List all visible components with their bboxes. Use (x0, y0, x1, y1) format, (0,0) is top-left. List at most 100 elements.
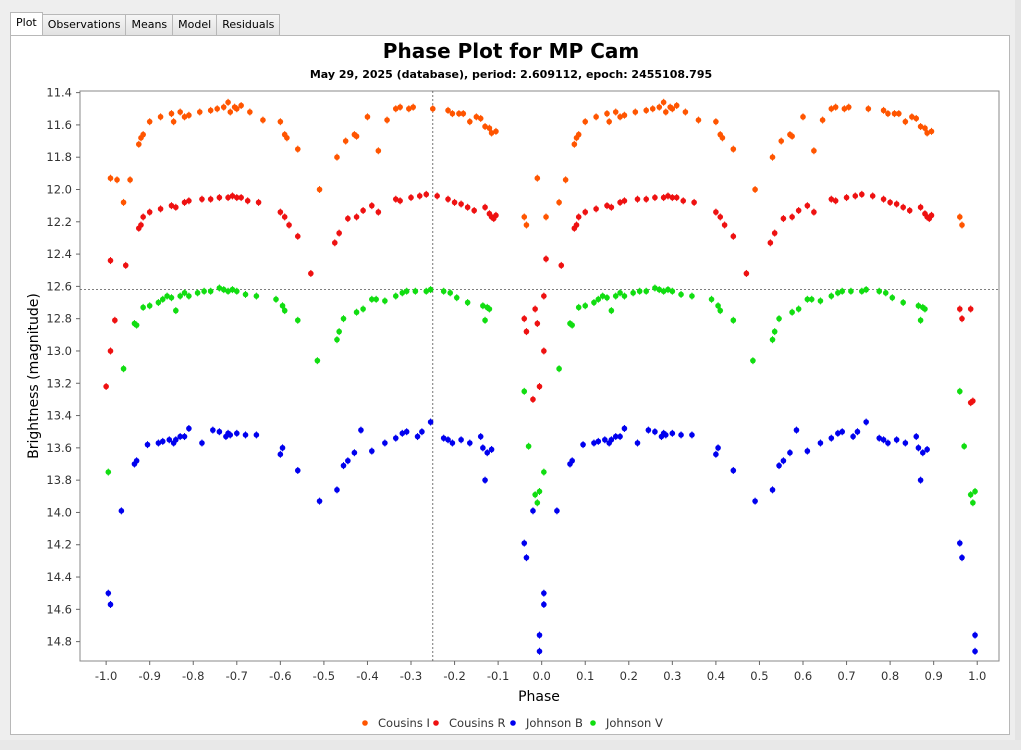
data-points (103, 98, 978, 655)
johnson-v-point (423, 288, 430, 295)
johnson-v-point (750, 357, 756, 364)
johnson-v-point (717, 307, 724, 314)
cousins-i-point (207, 107, 214, 114)
y-tick-label: 12.0 (46, 182, 72, 196)
cousins-r-point (604, 202, 610, 209)
johnson-b-point (253, 432, 260, 438)
johnson-v-point (669, 288, 676, 295)
cousins-r-point (434, 193, 440, 199)
cousins-r-point (157, 206, 164, 212)
y-tick-label: 13.6 (46, 441, 72, 455)
cousins-i-point (486, 125, 493, 131)
cousins-i-point (196, 109, 203, 115)
johnson-b-point (233, 430, 240, 437)
johnson-v-point (859, 288, 865, 295)
johnson-v-point (541, 469, 547, 475)
cousins-i-point (284, 135, 290, 141)
cousins-r-point (416, 193, 423, 199)
x-tick-label: -0.8 (182, 669, 204, 683)
cousins-r-point (308, 270, 314, 277)
cousins-r-point (789, 214, 795, 220)
johnson-v-point (835, 290, 841, 296)
cousins-r-point (294, 233, 301, 240)
johnson-v-point (643, 288, 650, 295)
johnson-v-point (689, 293, 695, 299)
cousins-r-point (493, 212, 499, 219)
tab-means[interactable]: Means (125, 14, 174, 35)
tab-observations[interactable]: Observations (41, 14, 127, 35)
johnson-b-point (793, 427, 800, 433)
cousins-i-point (632, 109, 639, 115)
johnson-b-point (392, 435, 399, 441)
cousins-i-point (556, 199, 562, 206)
x-tick-label: 0.0 (533, 669, 551, 683)
cousins-i-point (909, 114, 915, 120)
plot-area[interactable] (79, 90, 1000, 662)
cousins-r-point (238, 194, 244, 201)
johnson-b-point (480, 445, 486, 451)
johnson-v-point (591, 299, 597, 306)
johnson-v-point (569, 322, 575, 328)
cousins-r-point (900, 204, 906, 211)
johnson-b-point (458, 436, 464, 443)
cousins-r-point (458, 201, 464, 207)
cousins-r-point (353, 214, 360, 220)
y-tick-label: 14.0 (46, 505, 72, 519)
cousins-r-point (541, 293, 547, 299)
johnson-v-point (281, 307, 288, 314)
cousins-i-point (225, 99, 231, 106)
johnson-v-point (447, 290, 454, 296)
cousins-i-point (168, 110, 175, 117)
cousins-r-point (691, 199, 697, 206)
cousins-i-point (392, 105, 399, 112)
cousins-r-point (482, 204, 488, 211)
cousins-r-point (660, 194, 667, 201)
johnson-b-point (419, 428, 425, 435)
johnson-v-point (525, 443, 532, 450)
johnson-b-point (358, 427, 364, 433)
cousins-r-point (717, 214, 724, 220)
johnson-v-point (242, 291, 249, 298)
legend-marker-johnson-v (590, 720, 596, 726)
johnson-v-point (708, 296, 715, 303)
johnson-v-point (482, 317, 488, 324)
chart-subtitle: May 29, 2025 (database), period: 2.60911… (310, 68, 712, 81)
johnson-b-point (277, 451, 284, 458)
johnson-b-point (227, 432, 234, 438)
johnson-b-point (776, 462, 782, 469)
johnson-b-point (917, 477, 924, 483)
johnson-v-point (795, 306, 802, 312)
cousins-i-point (719, 135, 726, 141)
johnson-b-point (482, 477, 488, 483)
tab-residuals[interactable]: Residuals (216, 14, 281, 35)
cousins-r-point (713, 209, 719, 215)
cousins-r-point (558, 262, 565, 269)
johnson-b-point (621, 425, 628, 432)
legend-label-cousins-r: Cousins R (449, 716, 505, 730)
johnson-v-point (534, 499, 541, 506)
x-tick-label: -1.0 (95, 669, 117, 683)
x-tick-label: -0.4 (356, 669, 378, 683)
y-tick-label: 13.8 (46, 473, 72, 487)
cousins-i-point (575, 131, 582, 138)
johnson-b-point (186, 425, 192, 432)
johnson-b-point (817, 440, 824, 446)
johnson-v-point (201, 288, 207, 295)
cousins-i-point (695, 117, 702, 123)
cousins-i-point (521, 214, 528, 220)
johnson-v-point (652, 285, 658, 291)
cousins-i-point (957, 214, 963, 220)
cousins-i-point (140, 131, 146, 138)
johnson-v-point (876, 288, 883, 295)
cousins-i-point (534, 175, 541, 181)
y-tick-label: 11.4 (46, 86, 72, 100)
johnson-v-point (771, 328, 778, 335)
tab-model[interactable]: Model (172, 14, 218, 35)
x-tick-label: 1.0 (968, 669, 986, 683)
johnson-v-point (604, 294, 610, 301)
johnson-v-point (730, 317, 737, 324)
legend-label-cousins-i: Cousins I (378, 716, 430, 730)
johnson-b-point (854, 428, 861, 435)
johnson-v-point (120, 365, 127, 372)
